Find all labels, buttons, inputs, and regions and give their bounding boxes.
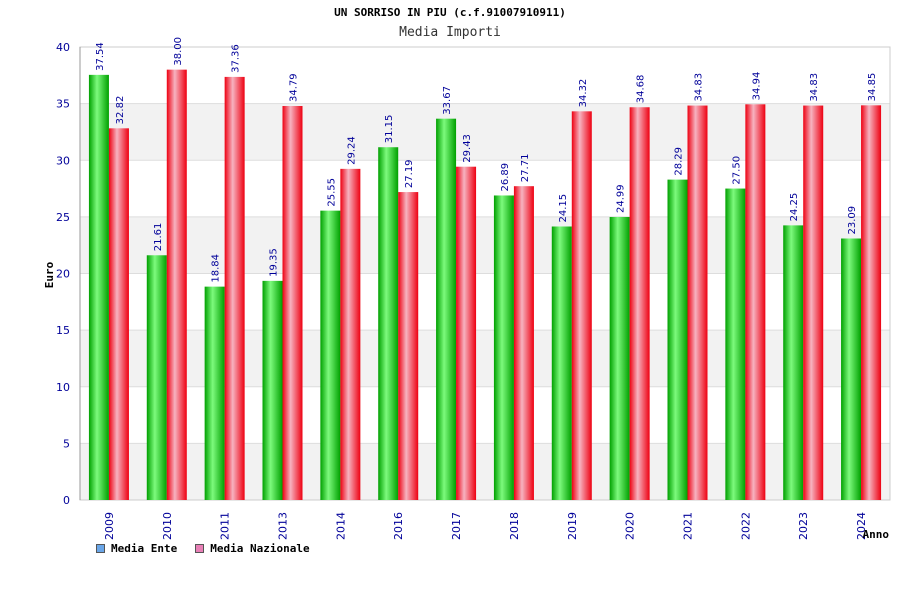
grid-band [80, 443, 890, 500]
legend-swatch-nazionale [195, 544, 205, 553]
y-tick-label: 0 [63, 494, 70, 507]
x-tick-label-2018: 2018 [508, 512, 521, 540]
bar-nazionale-2009 [108, 128, 129, 500]
y-tick-label: 5 [63, 437, 70, 450]
y-tick-label: 40 [56, 41, 70, 54]
bar-ente-2024 [841, 238, 862, 501]
x-tick-label-2024: 2024 [855, 512, 868, 540]
y-tick-label: 35 [56, 98, 70, 111]
grid-band [80, 216, 890, 274]
data-label-ente-2011: 18.84 [211, 254, 222, 283]
legend: Media Ente Media Nazionale [96, 542, 310, 555]
bar-ente-2014 [320, 210, 341, 501]
legend-item-nazionale: Media Nazionale [195, 542, 310, 555]
data-label-nazionale-2022: 34.94 [751, 72, 762, 101]
bar-ente-2016 [378, 147, 399, 500]
legend-label-nazionale: Media Nazionale [210, 542, 310, 555]
y-tick-label: 15 [56, 324, 70, 337]
bar-nazionale-2022 [745, 104, 766, 500]
data-label-ente-2024: 23.09 [847, 206, 858, 235]
x-tick-label-2019: 2019 [566, 512, 579, 540]
bar-ente-2011 [204, 286, 225, 500]
x-tick-label-2009: 2009 [103, 512, 116, 540]
bar-ente-2020 [609, 216, 630, 500]
data-label-ente-2014: 25.55 [326, 178, 337, 207]
bar-ente-2021 [667, 179, 688, 500]
data-label-nazionale-2013: 34.79 [289, 73, 300, 102]
data-label-nazionale-2023: 34.83 [809, 73, 820, 102]
data-label-nazionale-2017: 29.43 [462, 134, 473, 163]
x-axis-label: Anno [863, 528, 890, 541]
bar-nazionale-2023 [803, 105, 824, 501]
legend-label-ente: Media Ente [111, 542, 178, 555]
grid-band [80, 273, 890, 331]
bar-nazionale-2020 [629, 107, 650, 501]
bar-nazionale-2018 [513, 186, 534, 500]
bar-nazionale-2024 [861, 105, 882, 500]
x-tick-label-2010: 2010 [161, 512, 174, 540]
y-axis-label: Euro [43, 261, 56, 288]
bar-ente-2022 [725, 188, 746, 500]
data-label-nazionale-2014: 29.24 [346, 136, 357, 165]
data-label-nazionale-2011: 37.36 [231, 44, 242, 73]
bar-ente-2010 [146, 255, 167, 500]
x-tick-label-2014: 2014 [334, 512, 347, 540]
data-label-ente-2022: 27.50 [731, 156, 742, 185]
y-tick-label: 30 [56, 154, 70, 167]
x-tick-label-2020: 2020 [624, 512, 637, 540]
chart-subtitle: Media Importi [399, 25, 501, 40]
data-label-ente-2017: 33.67 [442, 86, 453, 115]
data-label-nazionale-2009: 32.82 [115, 96, 126, 125]
data-label-nazionale-2010: 38.00 [173, 37, 184, 66]
data-label-nazionale-2016: 27.19 [404, 159, 415, 188]
data-label-nazionale-2018: 27.71 [520, 154, 531, 183]
legend-swatch-ente [96, 544, 105, 553]
bar-nazionale-2017 [456, 166, 477, 500]
bar-nazionale-2011 [224, 76, 245, 500]
data-label-ente-2021: 28.29 [674, 147, 685, 176]
bar-ente-2023 [783, 225, 804, 500]
data-label-ente-2023: 24.25 [789, 193, 800, 222]
x-tick-label-2013: 2013 [277, 512, 290, 540]
data-label-ente-2010: 21.61 [153, 223, 164, 252]
bar-ente-2018 [493, 195, 514, 500]
legend-item-ente: Media Ente [96, 542, 177, 555]
grid-band [80, 386, 890, 444]
bar-nazionale-2014 [340, 168, 361, 500]
x-tick-label-2023: 2023 [797, 512, 810, 540]
y-tick-label: 25 [56, 211, 70, 224]
grid-band [80, 47, 890, 104]
data-label-ente-2013: 19.35 [269, 248, 280, 277]
y-tick-label: 10 [56, 381, 70, 394]
data-label-ente-2019: 24.15 [558, 194, 569, 223]
bar-nazionale-2010 [166, 69, 187, 501]
x-tick-label-2017: 2017 [450, 512, 463, 540]
x-tick-label-2022: 2022 [739, 512, 752, 540]
x-tick-label-2016: 2016 [392, 512, 405, 540]
bar-nazionale-2021 [687, 105, 708, 501]
bar-ente-2009 [88, 74, 109, 500]
bar-nazionale-2019 [571, 111, 592, 501]
grid-band [80, 330, 890, 387]
grid-band [80, 160, 890, 217]
data-label-nazionale-2021: 34.83 [694, 73, 705, 102]
x-tick-label-2011: 2011 [219, 512, 232, 540]
data-label-ente-2018: 26.89 [500, 163, 511, 192]
bar-nazionale-2013 [282, 106, 303, 501]
bar-nazionale-2016 [398, 192, 419, 501]
y-tick-label: 20 [56, 268, 70, 281]
grid-band [80, 103, 890, 161]
data-label-nazionale-2024: 34.85 [867, 73, 878, 102]
data-label-nazionale-2019: 34.32 [578, 79, 589, 108]
data-label-ente-2020: 24.99 [616, 184, 627, 213]
data-label-ente-2009: 37.54 [95, 42, 106, 71]
bar-ente-2013 [262, 280, 283, 500]
bar-ente-2017 [436, 118, 457, 500]
x-tick-label-2021: 2021 [682, 512, 695, 540]
chart-title: UN SORRISO IN PIU (c.f.91007910911) [334, 6, 566, 19]
data-label-ente-2016: 31.15 [384, 115, 395, 144]
bar-ente-2019 [551, 226, 572, 500]
data-label-nazionale-2020: 34.68 [636, 75, 647, 104]
